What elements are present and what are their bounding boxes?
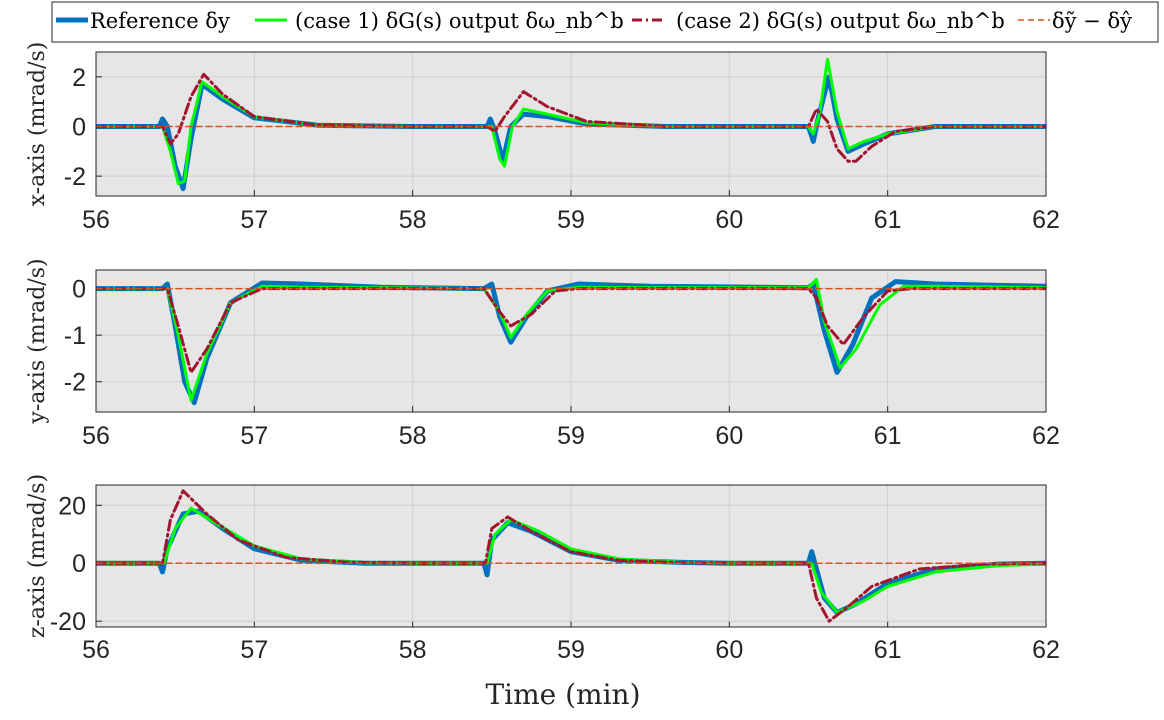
x-tick-label: 59: [557, 636, 585, 664]
subplot-1: 56 57 58 59 60 61 62 -2 0 2 x-axis (mrad/s): [25, 42, 1060, 234]
legend-label: (case 2) δG(s) output δω_nb^b: [676, 9, 1005, 33]
x-tick-label: 57: [240, 422, 268, 450]
y-axis-label: z-axis (mrad/s): [25, 474, 50, 638]
y-tick-label: -2: [64, 163, 86, 191]
y-tick-label: 0: [72, 550, 86, 578]
legend: Reference δy (case 1) δG(s) output δω_nb^…: [51, 1, 1159, 43]
x-tick-label: 62: [1032, 206, 1060, 234]
subplot-2: 56 57 58 59 60 61 62 0 -1 -2 y-axis (mrad/s): [25, 258, 1060, 450]
legend-entry: Reference δy: [56, 9, 230, 33]
x-tick-label: 57: [240, 636, 268, 664]
x-tick-label: 58: [399, 422, 427, 450]
x-tick-label: 62: [1032, 422, 1060, 450]
axes-frame: [95, 269, 1047, 413]
subplot-3: 56 57 58 59 60 61 62 20 0 -20z-axis (mrad/s) Time …: [25, 474, 1060, 711]
series-group: [96, 489, 1046, 623]
x-tick-label: 60: [715, 636, 743, 664]
y-tick-label: -20: [50, 608, 86, 636]
axes-frame: [95, 484, 1047, 628]
x-tick-label: 62: [1032, 636, 1060, 664]
legend-label: (case 1) δG(s) output δω_nb^b: [295, 9, 624, 33]
series-line-2: [96, 506, 1046, 614]
y-tick-label: 0: [72, 276, 86, 304]
series-group: [96, 277, 1046, 406]
series-line-2: [96, 277, 1046, 402]
x-tick-label: 56: [82, 636, 110, 664]
axes-frame: [95, 51, 1047, 197]
x-axis-label: Time (min): [485, 678, 640, 711]
legend-label: Reference δy: [90, 9, 230, 33]
x-tick-label: 59: [557, 422, 585, 450]
x-tick-label: 60: [715, 422, 743, 450]
x-tick-label: 56: [82, 206, 110, 234]
series-line-3: [96, 72, 1046, 163]
legend-label: δỹ − δŷ: [1052, 9, 1132, 33]
y-tick-label: 0: [72, 113, 86, 141]
legend-entry: δỹ − δŷ: [1018, 9, 1132, 33]
y-tick-label: -2: [64, 369, 86, 397]
x-tick-label: 57: [240, 206, 268, 234]
legend-entry: (case 1) δG(s) output δω_nb^b: [255, 9, 624, 33]
y-axis-label: y-axis (mrad/s): [25, 258, 50, 424]
x-tick-label: 58: [399, 206, 427, 234]
x-tick-label: 61: [874, 422, 902, 450]
y-axis-label: x-axis (mrad/s): [25, 42, 50, 207]
x-tick-label: 56: [82, 422, 110, 450]
series-line-3: [96, 287, 1046, 374]
legend-box: [51, 1, 1159, 43]
y-tick-label: 2: [72, 64, 86, 92]
x-tick-label: 61: [874, 206, 902, 234]
x-tick-label: 59: [557, 206, 585, 234]
x-tick-label: 61: [874, 636, 902, 664]
x-tick-label: 58: [399, 636, 427, 664]
legend-entry: (case 2) δG(s) output δω_nb^b: [632, 9, 1005, 33]
x-tick-label: 60: [715, 206, 743, 234]
y-tick-label: -1: [64, 322, 86, 350]
y-tick-label: 20: [58, 492, 86, 520]
series-group: [96, 57, 1046, 192]
series-line-3: [96, 489, 1046, 623]
